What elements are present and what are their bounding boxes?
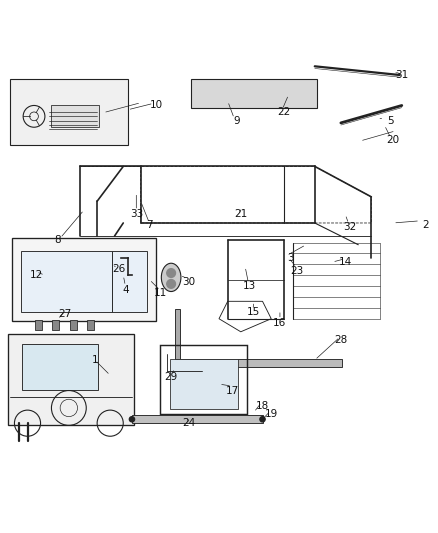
Text: 17: 17 (226, 385, 239, 395)
Text: 10: 10 (149, 100, 162, 110)
Text: 4: 4 (122, 286, 129, 295)
Text: 20: 20 (386, 135, 399, 146)
Text: 27: 27 (58, 309, 71, 319)
Circle shape (167, 269, 176, 277)
Text: 29: 29 (165, 373, 178, 383)
Text: 33: 33 (130, 209, 143, 219)
Text: 24: 24 (182, 418, 195, 428)
Circle shape (167, 279, 176, 288)
Bar (70, 320, 77, 329)
Bar (35, 320, 42, 329)
Text: 13: 13 (243, 281, 256, 291)
Text: 18: 18 (256, 401, 269, 411)
FancyBboxPatch shape (12, 238, 156, 321)
Bar (51, 106, 99, 127)
Text: 32: 32 (343, 222, 356, 232)
Text: 26: 26 (112, 264, 126, 273)
Text: 14: 14 (339, 257, 352, 267)
Text: 12: 12 (30, 270, 43, 280)
Text: 16: 16 (273, 318, 286, 328)
Text: 11: 11 (154, 288, 167, 297)
Circle shape (260, 417, 265, 422)
Bar (132, 415, 262, 423)
Text: 30: 30 (182, 277, 195, 287)
Text: 2: 2 (422, 220, 429, 230)
Text: 31: 31 (395, 70, 408, 80)
Bar (87, 320, 94, 329)
FancyBboxPatch shape (8, 334, 134, 425)
FancyBboxPatch shape (22, 344, 99, 390)
Text: 22: 22 (278, 107, 291, 117)
Text: 5: 5 (388, 116, 394, 126)
Text: 7: 7 (146, 220, 153, 230)
Text: 8: 8 (55, 236, 61, 245)
Circle shape (129, 417, 134, 422)
Text: 9: 9 (233, 116, 240, 126)
Text: 15: 15 (247, 307, 261, 317)
Bar (52, 320, 59, 329)
Text: 19: 19 (265, 409, 278, 419)
FancyBboxPatch shape (170, 359, 238, 409)
FancyBboxPatch shape (191, 79, 317, 108)
FancyBboxPatch shape (175, 359, 342, 367)
Ellipse shape (161, 263, 181, 292)
Text: 21: 21 (234, 209, 247, 219)
Text: 23: 23 (291, 266, 304, 276)
FancyBboxPatch shape (175, 309, 180, 372)
Text: 28: 28 (334, 335, 347, 345)
Text: 1: 1 (92, 355, 98, 365)
FancyBboxPatch shape (113, 251, 147, 312)
FancyBboxPatch shape (21, 251, 113, 312)
Bar (10, 79, 127, 144)
Text: 3: 3 (287, 253, 294, 263)
